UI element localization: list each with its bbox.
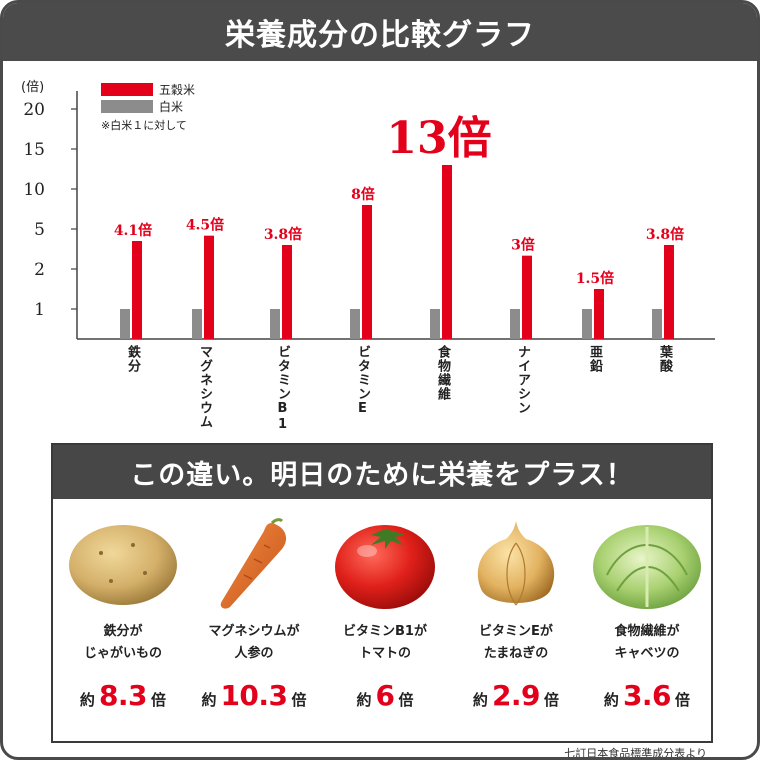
comparison-panel: この違い。明日のために栄養をプラス！ 鉄分が じゃがいも bbox=[51, 443, 713, 743]
veg-caption: ビタミンEが たまねぎの bbox=[452, 621, 580, 665]
bar-hakumai bbox=[350, 309, 360, 339]
potato-icon bbox=[69, 525, 177, 605]
onion-icon bbox=[477, 521, 555, 606]
veg-ratio: 約 8.3 倍 bbox=[59, 679, 187, 712]
bar-gokokumai bbox=[282, 245, 292, 339]
ratio-value: 6 bbox=[375, 679, 395, 712]
veg-caption: マグネシウムが 人参の bbox=[190, 621, 318, 665]
legend-swatch-red bbox=[101, 83, 153, 96]
data-label: 3.8倍 bbox=[646, 226, 684, 243]
category-label: マグネシウム bbox=[197, 345, 212, 429]
veg-caption: 食物繊維が キャベツの bbox=[583, 621, 711, 665]
category-label: ビタミンE bbox=[355, 345, 370, 417]
y-tick-label: 15 bbox=[23, 140, 45, 160]
legend-entry-gokokumai: 五穀米 bbox=[101, 81, 195, 98]
legend-label: 五穀米 bbox=[159, 83, 196, 97]
veg-ratio: 約 2.9 倍 bbox=[452, 679, 580, 712]
veg-caption-line2: たまねぎの bbox=[483, 646, 549, 661]
ratio-value: 10.3 bbox=[220, 679, 288, 712]
data-label: 3.8倍 bbox=[264, 226, 302, 243]
data-label: 3倍 bbox=[511, 237, 535, 254]
ratio-suffix: 倍 bbox=[398, 691, 414, 709]
ratio-suffix: 倍 bbox=[675, 691, 691, 709]
veg-caption-line1: ビタミンEが bbox=[479, 624, 553, 639]
tomato-icon bbox=[335, 525, 435, 609]
category-label: 亜鉛 bbox=[587, 345, 602, 373]
cabbage-icon bbox=[593, 525, 701, 609]
y-tick-label: 20 bbox=[23, 100, 45, 120]
veg-card-cabbage: 食物繊維が キャベツの 約 3.6 倍 bbox=[583, 515, 711, 735]
bar-hakumai bbox=[652, 309, 662, 339]
bar-hakumai bbox=[192, 309, 202, 339]
bar-hakumai bbox=[582, 309, 592, 339]
bar-gokokumai bbox=[594, 289, 604, 339]
veg-caption-line1: 鉄分が bbox=[103, 624, 143, 639]
ratio-prefix: 約 bbox=[356, 691, 372, 709]
veg-caption-line1: マグネシウムが bbox=[208, 624, 300, 639]
category-label: 葉酸 bbox=[657, 345, 672, 373]
veg-ratio: 約 10.3 倍 bbox=[190, 679, 318, 712]
chart-area: (倍) 1 2 5 10 15 20 4.1倍 4.5倍 3.8倍 8倍 13倍 3倍 1.5倍 3.8倍 … bbox=[3, 61, 757, 441]
y-tick-label: 1 bbox=[34, 300, 45, 320]
bar-gokokumai bbox=[664, 245, 674, 339]
data-label: 4.5倍 bbox=[186, 217, 224, 234]
veg-card-potato: 鉄分が じゃがいもの 約 8.3 倍 bbox=[59, 515, 187, 735]
data-label: 4.1倍 bbox=[114, 222, 152, 239]
ratio-prefix: 約 bbox=[201, 691, 217, 709]
bar-gokokumai bbox=[132, 241, 142, 339]
category-label: ビタミンB1 bbox=[275, 345, 290, 433]
y-axis-unit: (倍) bbox=[21, 80, 44, 95]
bar-hakumai bbox=[120, 309, 130, 339]
legend-label: 白米 bbox=[159, 100, 184, 114]
ratio-suffix: 倍 bbox=[291, 691, 307, 709]
data-label: 8倍 bbox=[351, 186, 375, 203]
veg-caption-line2: じゃがいもの bbox=[83, 646, 162, 661]
category-label: ナイアシン bbox=[515, 345, 530, 415]
bar-chart: (倍) 1 2 5 10 15 20 4.1倍 4.5倍 3.8倍 8倍 13倍 3倍 1.5倍 3.8倍 bbox=[21, 80, 715, 340]
ratio-value: 8.3 bbox=[98, 679, 148, 712]
chart-legend: 五穀米 白米 ※白米１に対して bbox=[101, 81, 195, 133]
bar-gokokumai bbox=[442, 165, 452, 339]
veg-card-carrot: マグネシウムが 人参の 約 10.3 倍 bbox=[190, 515, 318, 735]
data-label: 13倍 bbox=[386, 113, 491, 164]
panel-banner: この違い。明日のために栄養をプラス！ bbox=[53, 445, 711, 499]
bar-hakumai bbox=[430, 309, 440, 339]
legend-entry-hakumai: 白米 bbox=[101, 98, 195, 115]
legend-note: ※白米１に対して bbox=[101, 119, 187, 132]
ratio-prefix: 約 bbox=[603, 691, 619, 709]
bar-gokokumai bbox=[204, 235, 214, 339]
veg-ratio: 約 6 倍 bbox=[321, 679, 449, 712]
legend-swatch-gray bbox=[101, 100, 153, 113]
ratio-value: 2.9 bbox=[491, 679, 541, 712]
y-tick-label: 5 bbox=[34, 220, 45, 240]
veg-caption-line2: キャベツの bbox=[614, 646, 680, 661]
ratio-prefix: 約 bbox=[472, 691, 488, 709]
veg-caption: 鉄分が じゃがいもの bbox=[59, 621, 187, 665]
ratio-suffix: 倍 bbox=[544, 691, 560, 709]
veg-caption-line1: 食物繊維が bbox=[614, 624, 680, 639]
veg-card-tomato: ビタミンB1が トマトの 約 6 倍 bbox=[321, 515, 449, 735]
y-tick-label: 2 bbox=[34, 260, 45, 280]
ratio-value: 3.6 bbox=[622, 679, 672, 712]
source-note: 七訂日本食品標準成分表より bbox=[564, 747, 707, 760]
veg-caption: ビタミンB1が トマトの bbox=[321, 621, 449, 665]
y-tick-label: 10 bbox=[23, 180, 45, 200]
category-label: 食物繊維 bbox=[435, 345, 450, 401]
category-label: 鉄分 bbox=[125, 345, 140, 373]
ratio-prefix: 約 bbox=[79, 691, 95, 709]
bar-hakumai bbox=[270, 309, 280, 339]
veg-ratio: 約 3.6 倍 bbox=[583, 679, 711, 712]
bar-gokokumai bbox=[522, 255, 532, 339]
ratio-suffix: 倍 bbox=[151, 691, 167, 709]
carrot-icon bbox=[220, 518, 287, 609]
veg-card-onion: ビタミンEが たまねぎの 約 2.9 倍 bbox=[452, 515, 580, 735]
data-label: 1.5倍 bbox=[576, 270, 614, 287]
page-title: 栄養成分の比較グラフ bbox=[3, 3, 757, 61]
veg-caption-line1: ビタミンB1が bbox=[343, 624, 427, 639]
veg-caption-line2: 人参の bbox=[234, 646, 274, 661]
veg-caption-line2: トマトの bbox=[358, 646, 411, 661]
bar-hakumai bbox=[510, 309, 520, 339]
bar-gokokumai bbox=[362, 205, 372, 339]
